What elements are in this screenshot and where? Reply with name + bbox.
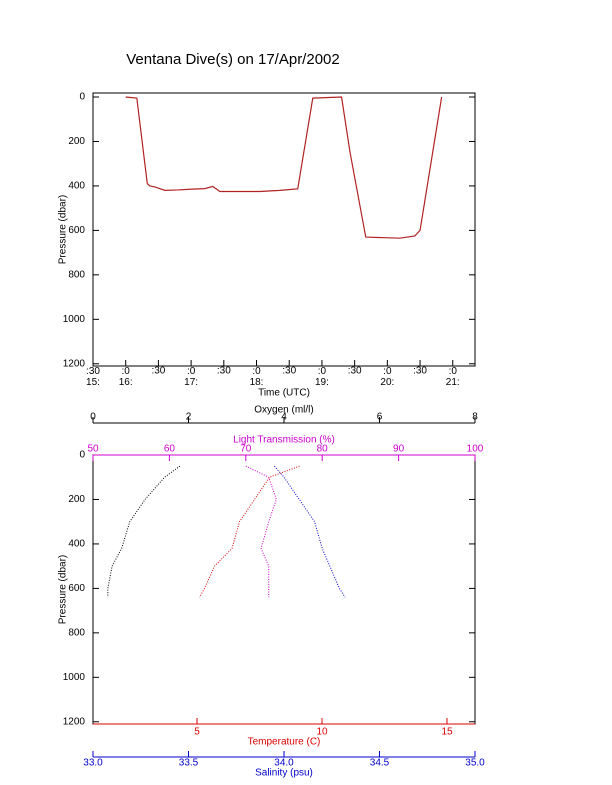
profile-line [107, 465, 181, 598]
x-tick-label: 100 [467, 444, 484, 455]
x-axis-label: Temperature (C) [248, 737, 321, 748]
x-tick-label: 0 [90, 412, 96, 423]
x-tick-label: 34.5 [370, 758, 390, 769]
x-axis-label: Oxygen (ml/l) [254, 405, 313, 416]
x-tick-label: 33.5 [179, 758, 199, 769]
x-tick-label: 34.0 [274, 758, 294, 769]
y-tick-label: 200 [68, 494, 85, 505]
y-tick-label: 200 [68, 136, 85, 147]
y-tick-label: 400 [68, 181, 85, 192]
y-tick-label: 1000 [63, 672, 86, 683]
y-tick-label: 0 [79, 450, 85, 461]
x-tick-label: 6 [377, 412, 383, 423]
x-tick-label: 60 [164, 444, 176, 455]
x-tick-label: :30 [348, 366, 362, 377]
y-tick-label: 600 [68, 583, 85, 594]
x-tick-label: :0 18: [250, 366, 264, 388]
dive-line [125, 96, 443, 239]
x-tick-label: :0 20: [380, 366, 394, 388]
x-tick-label: 5 [194, 727, 200, 738]
x-tick-label: :0 21: [446, 366, 460, 388]
x-tick-label: 15 [441, 727, 453, 738]
x-tick-label: :30 [151, 366, 165, 377]
x-tick-label: :30 [413, 366, 427, 377]
y-tick-label: 1200 [63, 358, 86, 369]
y-tick-label: 1200 [63, 716, 86, 727]
x-tick-label: :30 15: [86, 366, 100, 388]
plot-frame [92, 454, 476, 725]
plot-frame [92, 92, 476, 367]
x-axis-label: Light Transmission (%) [233, 435, 335, 446]
profile-line [274, 465, 346, 598]
x-tick-label: 10 [316, 727, 328, 738]
x-tick-label: :0 19: [315, 366, 329, 388]
profile-line [245, 465, 277, 598]
x-tick-label: 2 [186, 412, 192, 423]
x-tick-label: 80 [317, 444, 329, 455]
x-tick-label: :30 [282, 366, 296, 377]
y-axis-label: Pressure (dbar) [58, 195, 69, 264]
y-axis-label: Pressure (dbar) [58, 555, 69, 624]
x-tick-label: 50 [87, 444, 99, 455]
profile-line [199, 465, 300, 598]
x-tick-label: :0 17: [184, 366, 198, 388]
x-tick-label: :0 16: [119, 366, 133, 388]
chart-title: Ventana Dive(s) on 17/Apr/2002 [126, 51, 339, 68]
x-axis-label: Salinity (psu) [255, 768, 313, 779]
y-tick-label: 400 [68, 539, 85, 550]
y-tick-label: 0 [79, 92, 85, 103]
x-tick-label: 35.0 [465, 758, 485, 769]
y-tick-label: 600 [68, 225, 85, 236]
x-tick-label: 33.0 [83, 758, 103, 769]
y-tick-label: 800 [68, 269, 85, 280]
x-tick-label: 8 [472, 412, 478, 423]
x-tick-label: :30 [217, 366, 231, 377]
x-axis-label: Time (UTC) [258, 388, 310, 399]
x-tick-label: 90 [393, 444, 405, 455]
x-tick-label: 4 [281, 412, 287, 423]
y-tick-label: 800 [68, 627, 85, 638]
y-tick-label: 1000 [63, 314, 86, 325]
x-tick-label: 70 [240, 444, 252, 455]
